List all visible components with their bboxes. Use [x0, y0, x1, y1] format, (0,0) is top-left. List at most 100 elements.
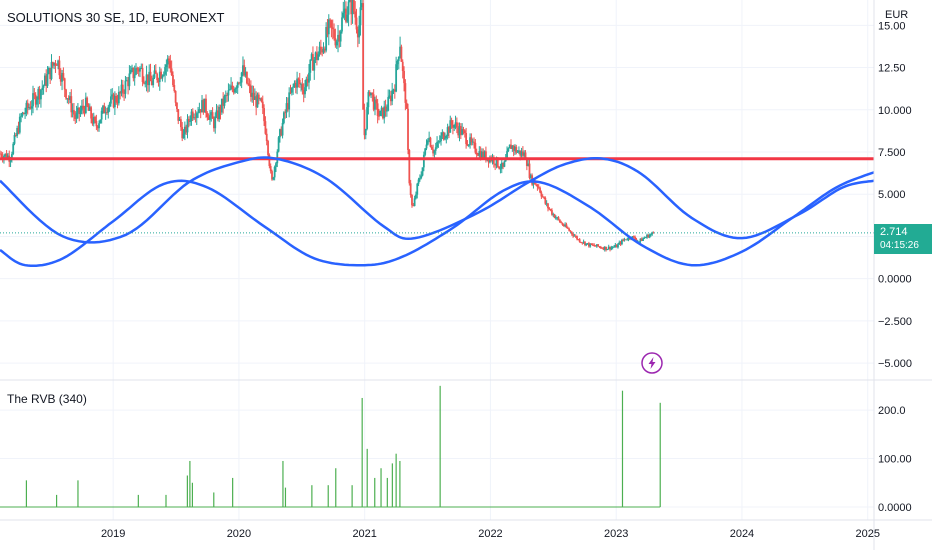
time-tick-label: 2022	[478, 528, 502, 540]
candle-body	[543, 196, 545, 198]
candle-body	[437, 141, 440, 143]
candle-body	[157, 80, 160, 83]
candle-body	[249, 85, 252, 97]
candle-body	[177, 109, 180, 121]
candle-body	[145, 74, 148, 84]
candle-body	[49, 67, 52, 80]
candle-body	[614, 244, 617, 247]
candle-body	[123, 92, 126, 94]
candle-body	[555, 217, 557, 219]
candle-body	[421, 167, 424, 176]
candle-body	[279, 129, 281, 138]
candle-body	[382, 107, 384, 119]
candle-body	[458, 126, 461, 136]
candle-body	[234, 88, 236, 93]
candle-body	[346, 14, 349, 22]
candle-body	[593, 244, 596, 246]
candle-body	[561, 223, 564, 226]
candle-body	[642, 238, 644, 241]
candle-body	[415, 194, 417, 199]
candle-body	[277, 137, 280, 152]
candle-body	[67, 98, 70, 100]
candle-body	[618, 242, 621, 245]
candle-body	[313, 59, 316, 71]
candle-body	[411, 194, 413, 206]
candle-body	[226, 95, 229, 96]
candle-body	[589, 243, 592, 247]
candle-body	[506, 151, 508, 158]
candle-body	[383, 106, 386, 119]
candle-body	[162, 74, 165, 76]
time-tick-label: 2020	[227, 528, 251, 540]
candle-body	[413, 198, 416, 206]
candle-body	[424, 148, 427, 155]
candle-body	[492, 157, 495, 164]
candle-body	[459, 126, 462, 135]
candle-body	[638, 241, 640, 243]
candle-body	[632, 236, 635, 238]
candle-body	[63, 78, 66, 90]
candle-body	[409, 183, 412, 195]
candle-body	[341, 17, 343, 32]
candle-body	[263, 108, 265, 122]
candle-body	[370, 92, 372, 96]
candle-body	[87, 105, 90, 111]
candle-body	[400, 46, 403, 62]
candle-body	[387, 97, 390, 111]
candle-body	[113, 96, 116, 108]
candle-body	[519, 150, 522, 156]
candle-body	[224, 95, 227, 97]
candle-body	[615, 244, 618, 248]
candle-body	[183, 126, 186, 135]
candle-body	[323, 48, 326, 51]
candle-body	[257, 94, 260, 100]
candle-body	[70, 96, 73, 113]
candle-body	[55, 65, 58, 66]
candle-body	[512, 145, 515, 151]
candle-body	[523, 152, 526, 156]
candle-body	[576, 236, 578, 240]
candle-body	[474, 142, 477, 153]
cycle-wave-b	[0, 171, 875, 267]
candle-body	[617, 244, 619, 248]
candle-body	[78, 107, 81, 115]
candle-body	[173, 85, 176, 91]
time-tick-label: 2025	[855, 528, 879, 540]
candle-body	[108, 103, 111, 107]
candle-body	[595, 244, 598, 247]
candle-body	[485, 151, 487, 161]
candle-body	[231, 85, 234, 89]
bar-countdown: 04:15:26	[880, 240, 919, 251]
candle-body	[553, 214, 556, 218]
candle-body	[281, 122, 284, 136]
candle-body	[239, 82, 242, 84]
candle-body	[347, 1, 350, 15]
candle-body	[498, 166, 501, 169]
candle-body	[127, 80, 129, 87]
candle-body	[243, 65, 246, 76]
candle-body	[20, 115, 23, 117]
lightning-bolt-icon[interactable]	[641, 352, 663, 374]
candle-body	[362, 3, 365, 110]
candle-body	[321, 49, 324, 53]
candle-body	[359, 7, 362, 26]
candle-body	[626, 239, 629, 241]
candle-body	[61, 73, 63, 82]
candle-body	[110, 96, 112, 104]
candle-body	[59, 75, 62, 82]
last-price-badge: 2.714 04:15:26	[874, 224, 932, 254]
candle-body	[289, 92, 292, 94]
candle-body	[483, 151, 486, 159]
candle-body	[528, 163, 531, 178]
candle-body	[495, 157, 498, 166]
candle-body	[160, 71, 162, 79]
candle-body	[238, 82, 240, 84]
candle-body	[557, 217, 560, 220]
candle-body	[650, 234, 652, 236]
candle-body	[334, 38, 337, 46]
candle-body	[525, 159, 528, 166]
candle-body	[470, 137, 473, 143]
candle-body	[475, 152, 478, 155]
candle-body	[319, 46, 322, 50]
candle-body	[251, 92, 254, 97]
